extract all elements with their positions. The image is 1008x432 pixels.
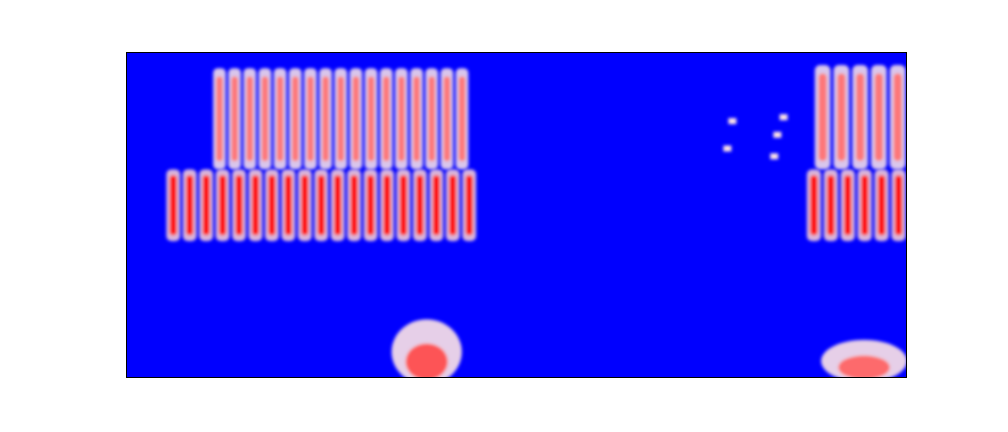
heat-stripe-core [366,175,375,236]
heat-stripe-core [231,76,238,162]
heat-stripe-core [261,76,269,162]
heat-stripe-core [276,76,284,162]
heat-speck [770,153,779,160]
heat-speck [779,114,788,121]
heat-stripe-core [860,175,869,236]
heat-stripe-core [334,175,342,236]
heat-stripe-core [322,76,329,162]
heat-stripe-core [818,73,827,162]
heat-stripe-core [202,175,210,236]
heat-stripe-core [443,76,451,162]
heat-stripe-core [216,76,223,162]
isolated-specks [723,114,788,160]
heat-stripe-core [874,73,884,162]
heat-stripe-core [894,175,903,236]
heat-stripe-core [268,175,276,236]
heat-stripe-core [382,76,390,162]
heat-stripe-core [186,175,194,236]
left-upper-harmonics [213,68,469,170]
heat-stripe-core [367,76,375,162]
heat-stripe-core [465,175,473,236]
heatmap-marks [166,65,907,378]
heat-stripe-core [893,73,902,162]
heat-stripe-core [383,175,391,236]
left-band-burst [166,169,477,242]
heat-speck [723,145,732,152]
heat-stripe-core [251,175,260,236]
heat-stripe-core [235,175,243,236]
heat-blob-core [838,355,890,378]
heat-speck [773,131,782,138]
heat-stripe-core [398,76,405,162]
heat-stripe-core [291,76,299,162]
heat-blob-core [405,343,448,378]
heat-stripe-core [317,175,325,236]
heat-stripe-core [169,175,177,236]
heat-stripe-core [399,175,408,236]
heat-stripe-core [432,175,440,236]
heat-stripe-core [284,175,292,236]
left-low-blob [391,319,462,378]
heat-stripe-core [428,76,436,162]
right-band-burst [806,169,906,242]
heat-stripe-core [246,76,254,162]
heat-stripe-core [837,73,846,162]
heat-stripe-core [827,175,835,236]
heat-stripe-core [856,73,865,162]
heat-stripe-core [350,175,358,236]
heat-stripe-core [844,175,852,236]
heat-stripe-core [458,76,466,162]
heat-stripe-core [352,76,360,162]
heat-stripe-core [413,76,420,162]
heat-stripe-core [877,175,886,236]
heat-stripe-core [449,175,457,236]
plot-frame [126,52,907,378]
heat-stripe-core [810,175,818,236]
right-low-blobs [821,339,907,378]
heat-speck [728,118,737,125]
heat-stripe-core [416,175,424,236]
heat-stripe-core [337,76,345,162]
heat-stripe-core [218,175,227,236]
heat-stripe-core [301,175,309,236]
right-upper-harmonics [814,65,906,170]
heat-stripe-core [307,76,314,162]
